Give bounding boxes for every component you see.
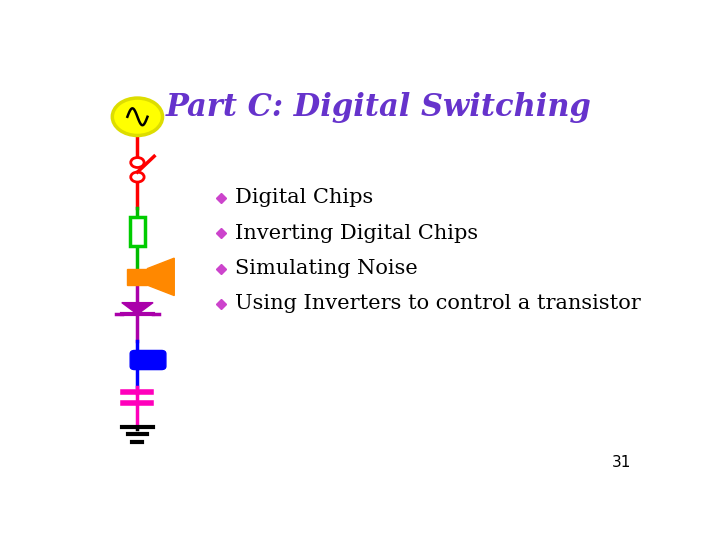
FancyBboxPatch shape (130, 350, 166, 369)
Text: Simulating Noise: Simulating Noise (235, 259, 418, 278)
Polygon shape (148, 258, 174, 295)
Text: 31: 31 (612, 455, 631, 470)
Circle shape (131, 172, 144, 182)
Text: Digital Chips: Digital Chips (235, 188, 374, 207)
Bar (130, 217, 145, 246)
Circle shape (112, 98, 163, 136)
Polygon shape (122, 302, 153, 314)
Circle shape (131, 158, 144, 167)
Text: Using Inverters to control a transistor: Using Inverters to control a transistor (235, 294, 641, 313)
Text: Part C: Digital Switching: Part C: Digital Switching (166, 92, 591, 123)
Text: Inverting Digital Chips: Inverting Digital Chips (235, 224, 478, 242)
Bar (127, 268, 148, 285)
